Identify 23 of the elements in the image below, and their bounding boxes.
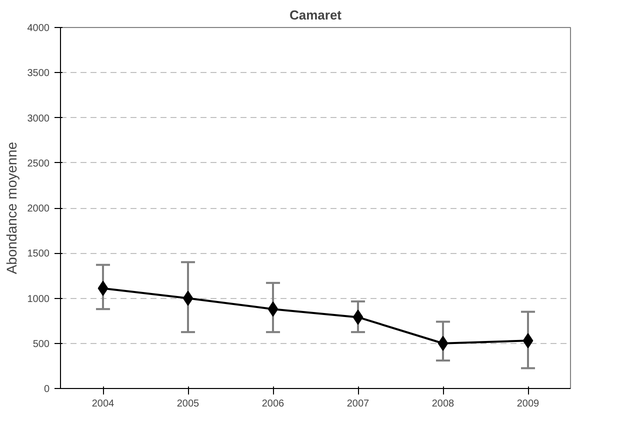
point (268, 302, 278, 317)
x-tick-label: 2007 (346, 398, 370, 410)
point (438, 336, 448, 351)
x-tick-label: 2009 (516, 398, 540, 410)
point (182, 290, 194, 306)
x-tick-label: 2006 (262, 398, 285, 410)
y-axis-title: Abondance moyenne (3, 142, 20, 274)
y-tick-label: 1000 (27, 294, 50, 305)
chart-title: Camaret (289, 8, 342, 22)
point (98, 280, 108, 296)
y-tick-label: 1500 (27, 248, 50, 260)
x-tick-label: 2008 (432, 398, 455, 410)
y-tick-label: 0 (44, 384, 50, 395)
point (522, 333, 534, 348)
x-tick-label: 2004 (92, 398, 115, 410)
x-tick-label: 2005 (176, 398, 200, 410)
y-tick-label: 3000 (27, 113, 50, 124)
y-tick-label: 2000 (27, 204, 50, 214)
point (352, 310, 364, 325)
y-tick-label: 2500 (27, 158, 50, 170)
y-tick-label: 500 (32, 338, 50, 350)
y-tick-label: 4000 (27, 23, 50, 34)
y-tick-label: 3500 (27, 68, 50, 80)
